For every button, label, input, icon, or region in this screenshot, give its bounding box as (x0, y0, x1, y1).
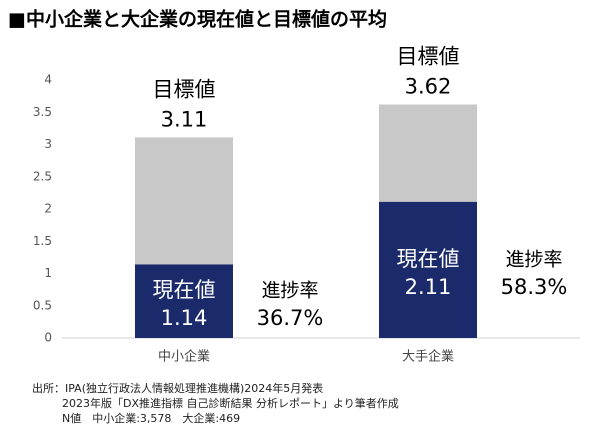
progress-title: 進捗率 (505, 248, 562, 270)
series-label: 目標値 (397, 45, 460, 69)
x-tick-label: 大手企業 (402, 349, 454, 365)
progress-title: 進捗率 (261, 280, 318, 302)
y-tick-label: 3 (44, 137, 52, 151)
value-label: 1.14 (161, 306, 208, 330)
y-tick-label: 1.5 (33, 234, 52, 248)
series-label: 現在値 (153, 278, 216, 302)
value-label: 3.11 (161, 107, 208, 131)
x-tick-label: 中小企業 (158, 349, 210, 365)
progress-value: 36.7% (257, 306, 324, 330)
y-tick-label: 2 (44, 202, 52, 216)
value-label: 3.62 (405, 75, 452, 99)
y-tick-label: 4 (44, 73, 52, 87)
bar (379, 201, 477, 338)
y-tick-label: 0.5 (33, 298, 52, 312)
bar (135, 264, 233, 338)
y-tick-label: 0 (44, 331, 52, 345)
value-label: 2.11 (405, 275, 452, 299)
source-note: N値 中小企業:3,578 大企業:469 (62, 411, 240, 425)
source-note: 2023年版「DX推進指標 自己診断結果 分析レポート」より筆者作成 (62, 396, 399, 410)
series-label: 現在値 (397, 247, 460, 271)
source-note: 出所：IPA(独立行政法人情報処理推進機構)2024年5月発表 (32, 381, 323, 395)
progress-value: 58.3% (501, 275, 568, 299)
y-tick-label: 2.5 (33, 169, 52, 183)
y-tick-label: 3.5 (33, 105, 52, 119)
y-tick-label: 1 (44, 266, 52, 280)
chart-title: ■中小企業と大企業の現在値と目標値の平均 (8, 8, 387, 31)
series-label: 目標値 (153, 77, 216, 101)
